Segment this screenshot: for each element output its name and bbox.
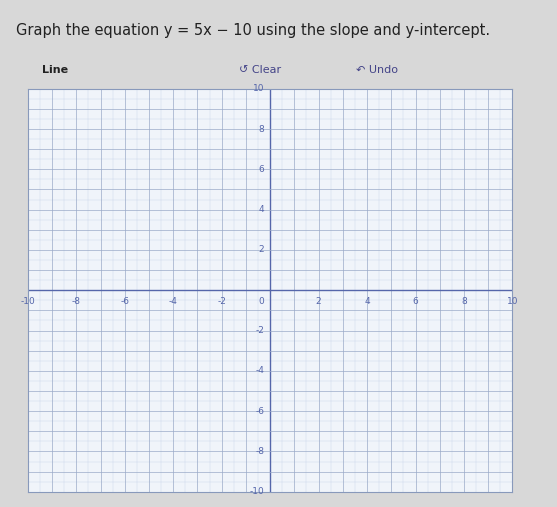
- Text: -6: -6: [255, 407, 264, 416]
- Text: 8: 8: [461, 297, 467, 306]
- Text: ↺ Clear: ↺ Clear: [240, 65, 281, 75]
- Text: 10: 10: [507, 297, 518, 306]
- Text: 2: 2: [258, 245, 264, 255]
- Text: -2: -2: [217, 297, 226, 306]
- Text: -8: -8: [72, 297, 81, 306]
- Text: 8: 8: [258, 125, 264, 133]
- Text: 4: 4: [258, 205, 264, 214]
- Text: Line: Line: [42, 65, 69, 75]
- Text: ↶ Undo: ↶ Undo: [356, 65, 398, 75]
- Text: 10: 10: [252, 84, 264, 93]
- Text: 2: 2: [316, 297, 321, 306]
- Text: 6: 6: [258, 165, 264, 174]
- Text: -6: -6: [120, 297, 129, 306]
- Text: Graph the equation y = 5x − 10 using the slope and y-intercept.: Graph the equation y = 5x − 10 using the…: [17, 23, 491, 38]
- Text: 6: 6: [413, 297, 418, 306]
- Text: -10: -10: [250, 487, 264, 496]
- Text: -2: -2: [255, 326, 264, 335]
- Text: 4: 4: [364, 297, 370, 306]
- Text: -8: -8: [255, 447, 264, 456]
- Text: -4: -4: [255, 367, 264, 375]
- Text: -4: -4: [169, 297, 178, 306]
- Text: 0: 0: [258, 297, 264, 306]
- Text: -10: -10: [21, 297, 35, 306]
